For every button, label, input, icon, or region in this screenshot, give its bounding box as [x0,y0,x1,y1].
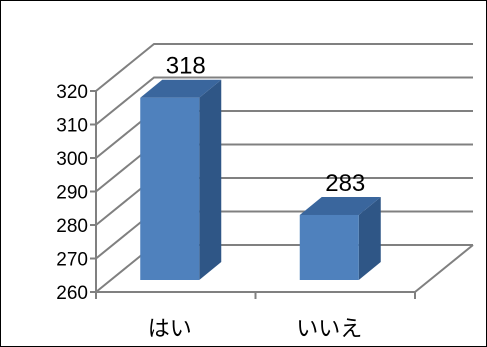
y-tick-label: 300 [56,149,88,170]
y-tick-label: 260 [56,283,88,304]
bars [140,79,381,280]
bar-top-face [299,196,381,215]
category-label: はい [148,317,192,342]
floor-edge [414,244,474,293]
y-tick-label: 310 [56,116,88,137]
bar [299,196,381,280]
bar-side-face [199,79,222,280]
axes [90,90,416,299]
y-tick-label: 280 [56,216,88,237]
data-label: 318 [166,53,206,80]
y-tick-label: 320 [56,82,88,103]
gridline [95,76,473,126]
data-label: 283 [325,170,365,197]
bar-side-face [358,196,381,280]
bar-top-face [140,79,222,98]
gridline [95,43,473,92]
y-tick-label: 270 [56,250,88,271]
y-tick-label: 290 [56,183,88,204]
bar-front-face [140,97,200,280]
bar [140,79,222,280]
category-label: いいえ [296,317,362,342]
labels: 260 270 280 290 300 310 320 318 はい 283 いいえ [56,53,365,342]
bar-front-face [299,214,359,280]
